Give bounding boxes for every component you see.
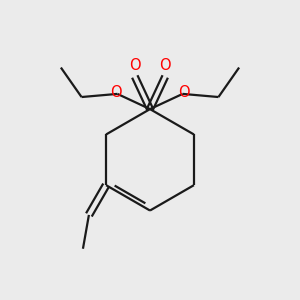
Text: O: O — [129, 58, 141, 73]
Text: O: O — [159, 58, 171, 73]
Text: O: O — [110, 85, 122, 100]
Text: O: O — [178, 85, 190, 100]
